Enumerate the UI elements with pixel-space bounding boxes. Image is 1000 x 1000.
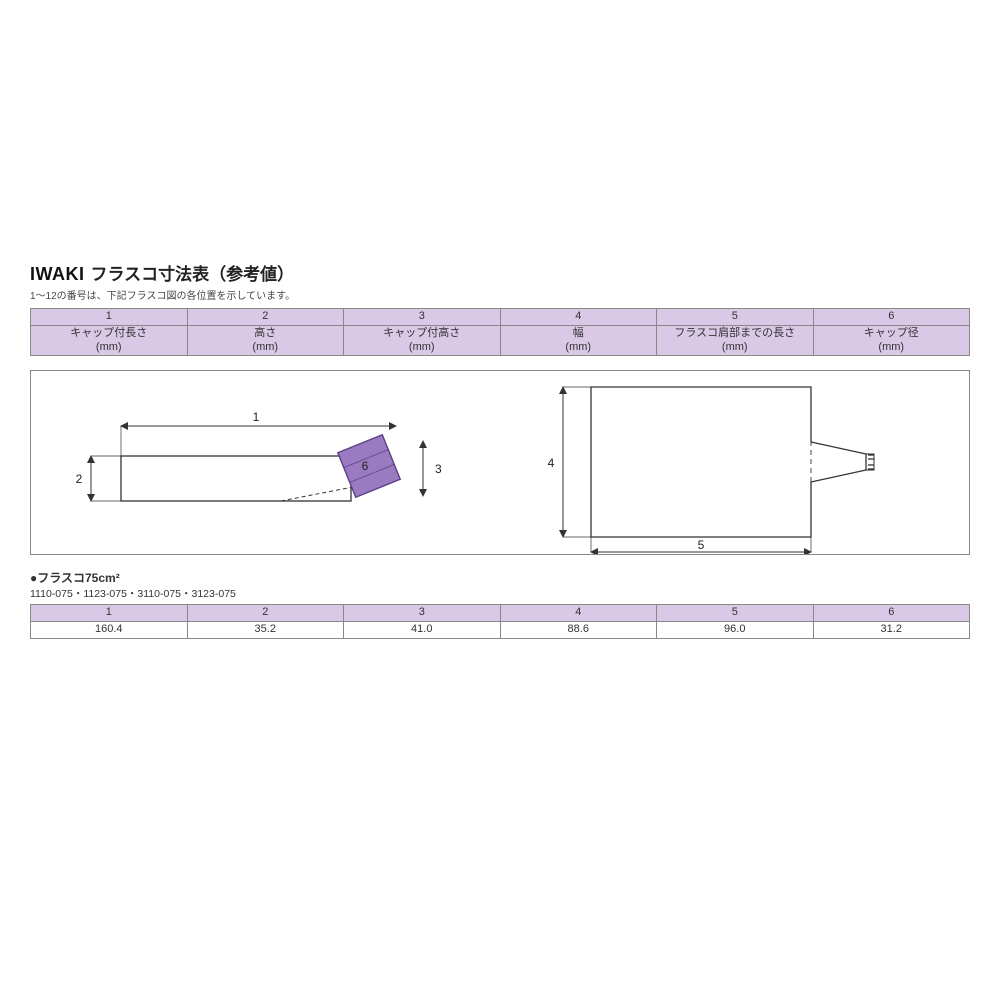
col-id: 5 xyxy=(657,309,814,326)
dim-4-label: 4 xyxy=(548,456,555,470)
col-id: 4 xyxy=(500,309,657,326)
col-label: フラスコ肩部までの長さ(mm) xyxy=(657,325,814,356)
col-id: 1 xyxy=(31,605,188,622)
table-row: 160.4 35.2 41.0 88.6 96.0 31.2 xyxy=(31,622,970,639)
col-label: 幅(mm) xyxy=(500,325,657,356)
measure-cell: 31.2 xyxy=(813,622,970,639)
col-label: キャップ付長さ(mm) xyxy=(31,325,188,356)
dim-6-label: 6 xyxy=(362,459,369,473)
product-codes: 1110-075・1123-075・3110-075・3123-075 xyxy=(30,586,970,601)
col-id: 3 xyxy=(344,309,501,326)
table-row: キャップ付長さ(mm) 高さ(mm) キャップ付高さ(mm) 幅(mm) フラス… xyxy=(31,325,970,356)
col-id: 6 xyxy=(813,605,970,622)
col-id: 2 xyxy=(187,309,344,326)
measure-cell: 96.0 xyxy=(657,622,814,639)
page-subtitle: 1〜12の番号は、下記フラスコ図の各位置を示しています。 xyxy=(30,287,970,302)
dim-3-label: 3 xyxy=(435,462,442,476)
dim-5-label: 5 xyxy=(698,538,705,552)
measure-cell: 35.2 xyxy=(187,622,344,639)
brand-text: IWAKI xyxy=(30,264,85,285)
col-id: 5 xyxy=(657,605,814,622)
col-label: キャップ付高さ(mm) xyxy=(344,325,501,356)
measure-cell: 41.0 xyxy=(344,622,501,639)
measure-cell: 88.6 xyxy=(500,622,657,639)
dimension-diagram: 6 1 2 3 4 xyxy=(30,370,970,555)
col-id: 1 xyxy=(31,309,188,326)
header-dimension-table: 1 2 3 4 5 6 キャップ付長さ(mm) 高さ(mm) キャップ付高さ(m… xyxy=(30,308,970,356)
table-row: 1 2 3 4 5 6 xyxy=(31,309,970,326)
top-view: 4 5 xyxy=(548,387,874,552)
measure-cell: 160.4 xyxy=(31,622,188,639)
dim-2-label: 2 xyxy=(76,472,83,486)
measurement-table: 1 2 3 4 5 6 160.4 35.2 41.0 88.6 96.0 31… xyxy=(30,604,970,639)
col-id: 2 xyxy=(187,605,344,622)
product-label: ●フラスコ75cm² xyxy=(30,569,970,586)
col-id: 3 xyxy=(344,605,501,622)
col-label: 高さ(mm) xyxy=(187,325,344,356)
page-title: フラスコ寸法表（参考値） xyxy=(91,260,295,285)
col-id: 6 xyxy=(813,309,970,326)
table-row: 1 2 3 4 5 6 xyxy=(31,605,970,622)
side-view: 6 1 2 3 xyxy=(76,410,442,501)
col-id: 4 xyxy=(500,605,657,622)
dim-1-label: 1 xyxy=(253,410,260,424)
col-label: キャップ径(mm) xyxy=(813,325,970,356)
